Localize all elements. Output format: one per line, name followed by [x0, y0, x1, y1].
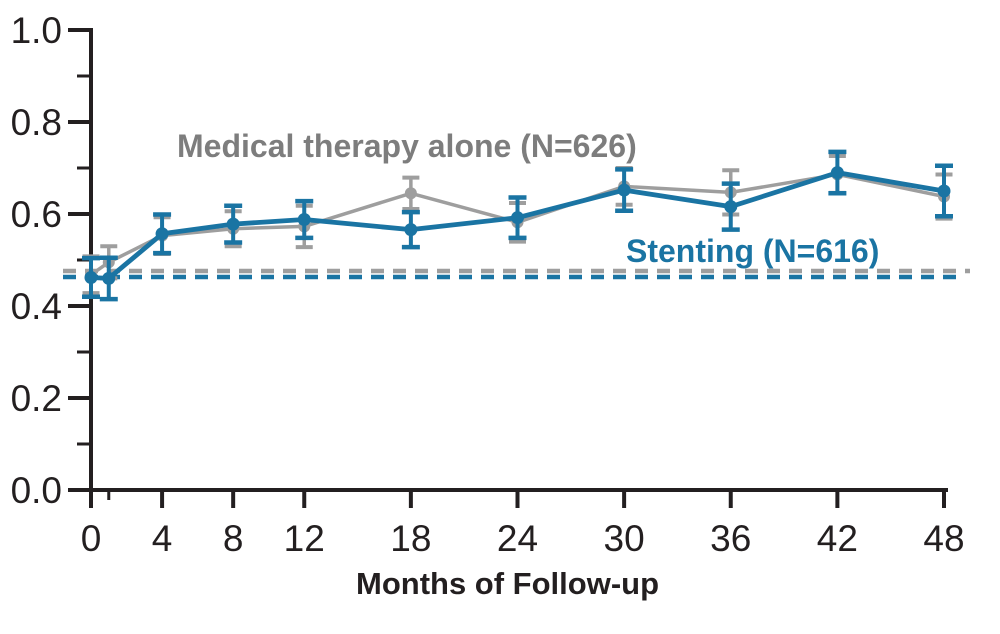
y-tick-label: 0.4	[11, 286, 62, 327]
axes: 0.00.20.40.60.81.00 4 8 12 18 24 30 36 42 48	[11, 10, 965, 559]
x-tick-label: 30	[604, 518, 645, 559]
x-tick-label: 48	[923, 518, 964, 559]
data-point-stenting	[155, 227, 169, 241]
data-point-stenting	[937, 184, 951, 198]
series-stenting	[82, 149, 953, 302]
data-point-stenting	[226, 217, 240, 231]
y-tick-label: 1.0	[11, 10, 62, 51]
data-point-stenting	[102, 271, 116, 285]
data-point-stenting	[830, 166, 844, 180]
data-point-stenting	[617, 183, 631, 197]
series-label-medical-therapy: Medical therapy alone (N=626)	[177, 128, 637, 164]
x-tick-label: 24	[497, 518, 538, 559]
y-tick-label: 0.0	[11, 470, 62, 511]
x-tick-label: 12	[284, 518, 325, 559]
y-tick-label: 0.8	[11, 102, 62, 143]
data-point-stenting	[404, 223, 418, 237]
data-point-stenting	[511, 211, 524, 225]
x-tick-label: 8	[223, 518, 244, 559]
data-point-medical-therapy	[404, 187, 417, 200]
data-point-stenting	[724, 200, 738, 214]
x-tick-label: 18	[390, 518, 431, 559]
x-tick-label: 36	[710, 518, 751, 559]
x-tick-label: 0	[81, 518, 102, 559]
y-tick-label: 0.2	[11, 378, 62, 419]
x-axis-title: Months of Follow-up	[356, 566, 660, 601]
data-point-stenting	[84, 270, 98, 284]
x-tick-label: 4	[152, 518, 173, 559]
series-label-stenting: Stenting (N=616)	[626, 233, 880, 269]
y-tick-label: 0.6	[11, 194, 62, 235]
data-point-stenting	[297, 213, 311, 227]
x-tick-label: 42	[817, 518, 858, 559]
